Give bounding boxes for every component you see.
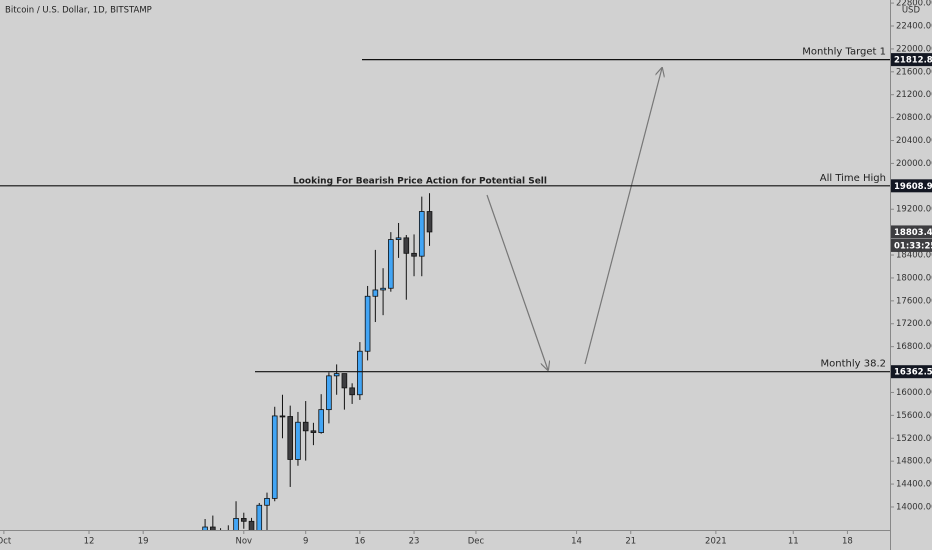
- candle-body: [279, 415, 286, 418]
- x-tick-label: Dec: [468, 537, 485, 547]
- y-tick-label: 15200.00: [896, 434, 932, 444]
- candle-body: [318, 409, 324, 433]
- candle-body: [418, 211, 425, 257]
- y-tick-label: 18400.00: [896, 251, 932, 261]
- arrow-down: [486, 194, 548, 370]
- candle-body: [357, 350, 363, 396]
- y-tick-label: 21200.00: [896, 90, 932, 100]
- x-tick-label: 9: [303, 537, 308, 547]
- y-tick-label: 22400.00: [896, 21, 932, 31]
- x-tick-label: 19: [138, 537, 149, 547]
- y-tick-label: 14800.00: [896, 457, 932, 467]
- candle-body: [310, 430, 317, 433]
- y-tick-label: 17200.00: [896, 319, 932, 329]
- candle-body: [388, 239, 394, 289]
- candle-body: [380, 287, 386, 291]
- x-tick-label: 16: [354, 537, 365, 547]
- x-tick-label: 2021: [705, 537, 727, 547]
- candle-body: [302, 421, 309, 432]
- currency: USD: [902, 6, 921, 16]
- countdown-tag: [891, 238, 932, 252]
- candle-body: [210, 526, 216, 530]
- x-tick-label: 23: [409, 537, 420, 547]
- y-tick-label: 14400.00: [896, 480, 932, 490]
- y-tick-label: 16000.00: [896, 388, 932, 398]
- y-tick-label: 20800.00: [896, 113, 932, 123]
- x-tick-label: 12: [84, 537, 95, 547]
- y-tick-label: 14000.00: [896, 502, 932, 512]
- annotation: Looking For Bearish Price Action for Pot…: [293, 177, 547, 187]
- candle-body: [426, 211, 433, 233]
- price-tag: [891, 53, 932, 67]
- x-tick-label: 18: [842, 537, 853, 547]
- price-tag-label: 18803.42: [894, 228, 932, 238]
- level-label: All Time High: [820, 173, 886, 184]
- price-tag-label: 21812.85: [894, 56, 932, 66]
- y-tick-label: 20000.00: [896, 159, 932, 169]
- countdown: 01:33:25: [894, 241, 932, 251]
- candle-body: [403, 237, 410, 254]
- arrow-up: [584, 68, 662, 365]
- price-tag-label: 16362.56: [894, 368, 932, 378]
- candle-body: [349, 387, 355, 396]
- y-tick-label: 15600.00: [896, 411, 932, 421]
- price-tag-label: 19608.97: [894, 182, 932, 192]
- candle-body: [202, 526, 208, 530]
- candle-body: [326, 375, 332, 411]
- y-tick-label: 22000.00: [896, 44, 932, 54]
- candle-body: [248, 520, 255, 530]
- candle-body: [295, 421, 301, 460]
- y-tick-label: 19200.00: [896, 205, 932, 215]
- price-tag: [891, 365, 932, 379]
- candle-body: [287, 416, 294, 460]
- x-tick-label: Nov: [235, 537, 252, 547]
- candle-body: [333, 373, 340, 377]
- x-tick-label: Oct: [0, 537, 12, 547]
- candle-body: [395, 237, 402, 240]
- chart-title: Bitcoin / U.S. Dollar, 1D, BITSTAMP: [5, 6, 152, 16]
- candle-body: [264, 497, 270, 506]
- candle-body: [364, 295, 371, 352]
- price-tag: [891, 225, 932, 239]
- y-tick-label: 22800.00: [896, 0, 932, 9]
- candle-body: [411, 252, 417, 257]
- y-tick-label: 17600.00: [896, 296, 932, 306]
- y-tick-label: 18000.00: [896, 273, 932, 283]
- candle-body: [341, 373, 348, 389]
- candle-body: [372, 289, 379, 297]
- candle-body: [271, 415, 278, 499]
- x-tick-label: 21: [625, 537, 636, 547]
- plot-area: [202, 193, 433, 530]
- level-label: Monthly Target 1: [802, 47, 886, 58]
- y-tick-label: 16800.00: [896, 342, 932, 352]
- x-tick-label: 14: [571, 537, 582, 547]
- candle-body: [240, 518, 247, 522]
- level-label: Monthly 38.2: [821, 359, 886, 370]
- candle-body: [233, 518, 239, 530]
- x-tick-label: 11: [788, 537, 799, 547]
- y-tick-label: 20400.00: [896, 136, 932, 146]
- candle-body: [256, 504, 263, 530]
- y-tick-label: 21600.00: [896, 67, 932, 77]
- price-tag: [891, 179, 932, 193]
